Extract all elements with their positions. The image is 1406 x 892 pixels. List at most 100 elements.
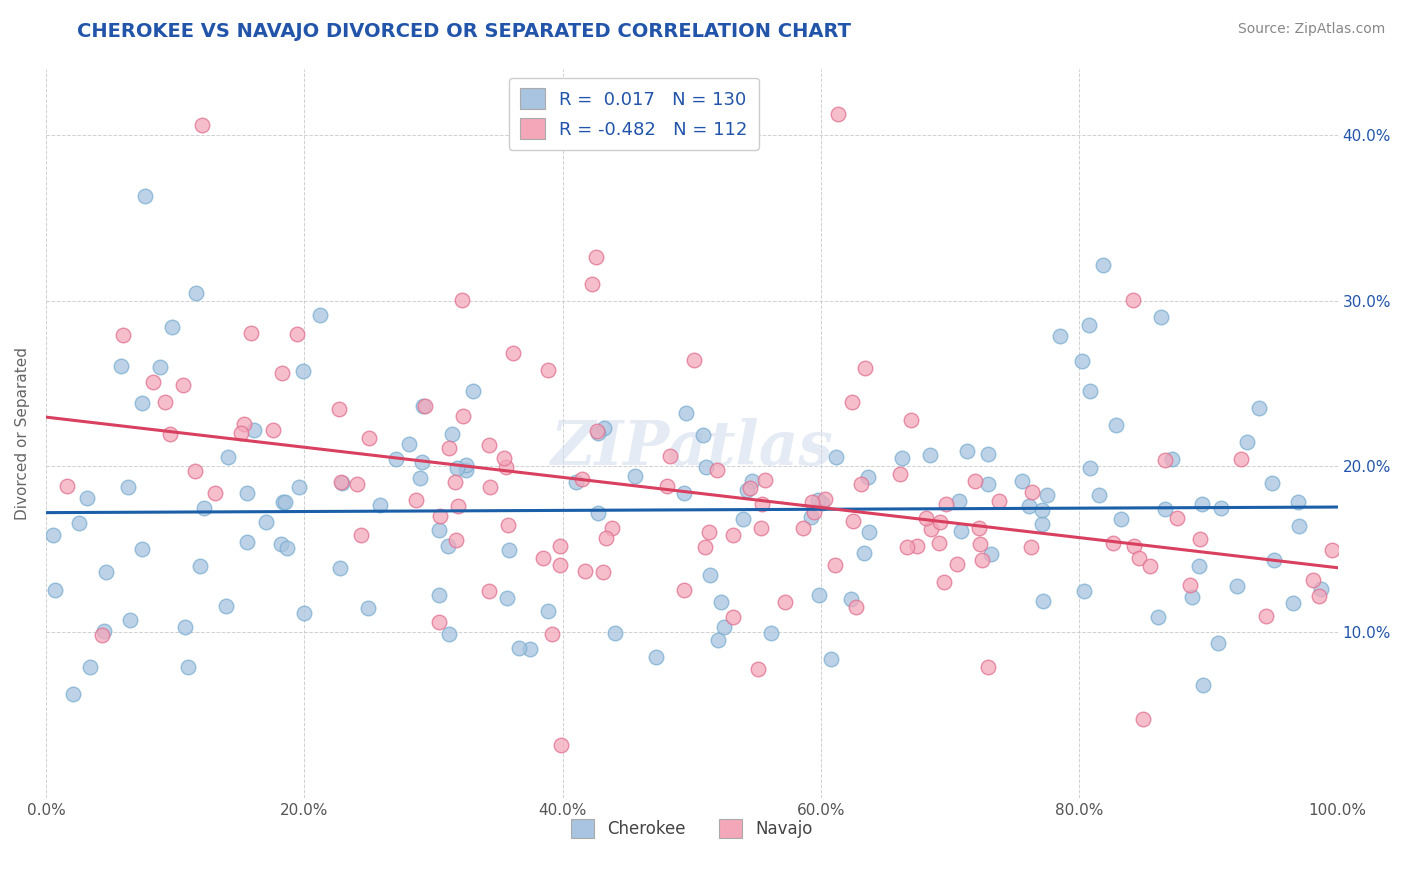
Point	[439, 441, 461, 455]
Point	[427, 615, 450, 629]
Point	[478, 438, 501, 452]
Point	[841, 394, 863, 409]
Point	[262, 423, 284, 437]
Point	[270, 366, 292, 380]
Point	[1282, 596, 1305, 610]
Point	[754, 473, 776, 487]
Point	[1254, 609, 1277, 624]
Point	[450, 293, 472, 307]
Point	[658, 449, 681, 463]
Point	[900, 413, 922, 427]
Point	[79, 660, 101, 674]
Point	[967, 521, 990, 535]
Point	[1122, 293, 1144, 307]
Point	[292, 606, 315, 620]
Point	[675, 406, 697, 420]
Point	[849, 477, 872, 491]
Point	[896, 540, 918, 554]
Point	[624, 468, 647, 483]
Point	[153, 394, 176, 409]
Point	[412, 399, 434, 413]
Point	[749, 521, 772, 535]
Point	[215, 599, 238, 614]
Point	[236, 486, 259, 500]
Point	[56, 479, 79, 493]
Point	[67, 516, 90, 531]
Point	[988, 493, 1011, 508]
Point	[437, 626, 460, 640]
Point	[276, 541, 298, 555]
Point	[541, 627, 564, 641]
Point	[537, 604, 560, 618]
Point	[801, 495, 824, 509]
Point	[948, 494, 970, 508]
Point	[1073, 584, 1095, 599]
Point	[498, 542, 520, 557]
Point	[956, 444, 979, 458]
Point	[1109, 512, 1132, 526]
Point	[329, 475, 352, 489]
Point	[1309, 582, 1331, 596]
Point	[706, 632, 728, 647]
Point	[751, 497, 773, 511]
Point	[454, 458, 477, 473]
Point	[969, 537, 991, 551]
Point	[934, 575, 956, 590]
Point	[697, 525, 720, 540]
Point	[970, 553, 993, 567]
Point	[1102, 536, 1125, 550]
Point	[1302, 574, 1324, 588]
Point	[824, 558, 846, 572]
Legend: Cherokee, Navajo: Cherokee, Navajo	[564, 812, 820, 845]
Point	[645, 649, 668, 664]
Point	[190, 559, 212, 574]
Point	[131, 396, 153, 410]
Point	[1308, 589, 1330, 603]
Point	[330, 475, 353, 490]
Point	[531, 551, 554, 566]
Point	[1049, 328, 1071, 343]
Point	[1078, 461, 1101, 475]
Point	[565, 475, 588, 489]
Point	[586, 506, 609, 520]
Point	[243, 423, 266, 437]
Text: Source: ZipAtlas.com: Source: ZipAtlas.com	[1237, 22, 1385, 37]
Point	[444, 533, 467, 547]
Point	[907, 539, 929, 553]
Point	[451, 409, 474, 423]
Point	[775, 595, 797, 609]
Point	[232, 417, 254, 432]
Point	[935, 497, 957, 511]
Point	[42, 528, 65, 542]
Point	[1088, 488, 1111, 502]
Point	[976, 447, 998, 461]
Point	[405, 492, 427, 507]
Text: CHEROKEE VS NAVAJO DIVORCED OR SEPARATED CORRELATION CHART: CHEROKEE VS NAVAJO DIVORCED OR SEPARATED…	[77, 22, 851, 41]
Point	[695, 460, 717, 475]
Point	[603, 625, 626, 640]
Point	[444, 475, 467, 489]
Point	[91, 628, 114, 642]
Point	[980, 548, 1002, 562]
Point	[731, 512, 754, 526]
Point	[856, 470, 879, 484]
Point	[160, 319, 183, 334]
Point	[747, 662, 769, 676]
Point	[1188, 559, 1211, 574]
Point	[1031, 516, 1053, 531]
Text: ZIPatlas: ZIPatlas	[550, 418, 834, 478]
Point	[236, 534, 259, 549]
Point	[889, 467, 911, 481]
Point	[288, 480, 311, 494]
Point	[254, 515, 277, 529]
Point	[1260, 476, 1282, 491]
Point	[1178, 578, 1201, 592]
Point	[803, 505, 825, 519]
Point	[478, 583, 501, 598]
Point	[710, 595, 733, 609]
Point	[1021, 484, 1043, 499]
Point	[595, 531, 617, 545]
Point	[309, 308, 332, 322]
Point	[429, 588, 451, 602]
Point	[502, 346, 524, 360]
